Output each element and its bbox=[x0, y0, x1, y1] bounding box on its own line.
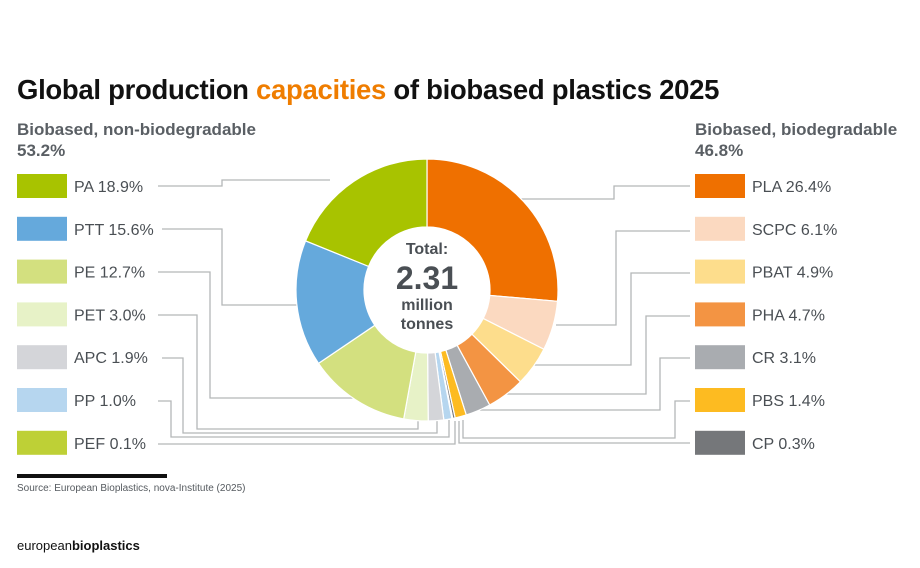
leader-line-pp bbox=[158, 400, 450, 438]
legend-label: PLA 26.4% bbox=[752, 179, 831, 196]
legend-item-pef: PEF 0.1% bbox=[17, 430, 146, 455]
legend-swatch bbox=[695, 388, 745, 412]
group-name: Biobased, non-biodegradable bbox=[17, 120, 256, 139]
logo-part-2: bioplastics bbox=[71, 538, 140, 553]
group-heading-biodegradable: Biobased, biodegradable 46.8% bbox=[695, 119, 897, 161]
legend-label: PEF 0.1% bbox=[74, 436, 146, 453]
legend-item-pe: PE 12.7% bbox=[17, 259, 145, 284]
european-bioplastics-logo: europeanbioplastics bbox=[17, 538, 140, 553]
legend-label: PBAT 4.9% bbox=[752, 265, 833, 282]
legend-label: PET 3.0% bbox=[74, 307, 146, 324]
leader-line-ptt bbox=[162, 228, 305, 306]
legend-item-pp: PP 1.0% bbox=[17, 388, 136, 412]
title-part-1: Global production bbox=[17, 74, 257, 105]
legend-item-pla: PLA 26.4% bbox=[695, 174, 831, 198]
legend-swatch bbox=[17, 174, 67, 198]
leader-line-cp bbox=[458, 421, 690, 444]
legend-swatch bbox=[17, 345, 67, 370]
legend-swatch bbox=[695, 259, 745, 284]
legend-swatch bbox=[695, 216, 745, 241]
legend-swatch bbox=[695, 345, 745, 370]
legend-swatch bbox=[17, 430, 67, 455]
legend-swatch bbox=[695, 430, 745, 455]
source-divider bbox=[17, 474, 167, 478]
leader-line-pa bbox=[158, 179, 330, 187]
center-unit-1: million bbox=[401, 297, 453, 314]
leader-line-pbs bbox=[462, 400, 690, 439]
source-note: Source: European Bioplastics, nova-Insti… bbox=[17, 483, 246, 494]
group-heading-non-biodegradable: Biobased, non-biodegradable 53.2% bbox=[17, 119, 256, 161]
legend-item-pet: PET 3.0% bbox=[17, 302, 146, 327]
title-accent-word: capacities bbox=[256, 74, 387, 105]
legend-label: PE 12.7% bbox=[74, 265, 145, 282]
legend-label: APC 1.9% bbox=[74, 350, 148, 367]
group-share: 46.8% bbox=[695, 141, 744, 160]
legend-item-cp: CP 0.3% bbox=[695, 430, 815, 455]
legend-label: PA 18.9% bbox=[74, 179, 143, 196]
legend-label: PTT 15.6% bbox=[74, 222, 154, 239]
slice-pla bbox=[426, 158, 559, 302]
legend-swatch bbox=[17, 259, 67, 284]
leader-line-scpc bbox=[556, 230, 690, 326]
center-total-value: 2.31 bbox=[396, 260, 458, 296]
leader-line-apc bbox=[162, 357, 438, 434]
legend-label: PBS 1.4% bbox=[752, 393, 825, 410]
center-label: Total: 2.31 million tonnes bbox=[396, 241, 458, 333]
leader-lines bbox=[158, 179, 690, 445]
chart-title: Global production capacities of biobased… bbox=[17, 74, 719, 106]
legend-label: CP 0.3% bbox=[752, 436, 815, 453]
legend-item-pha: PHA 4.7% bbox=[695, 302, 825, 327]
legend-label: PP 1.0% bbox=[74, 393, 136, 410]
legend-item-apc: APC 1.9% bbox=[17, 345, 148, 370]
legend-label: SCPC 6.1% bbox=[752, 222, 837, 239]
legend-swatch bbox=[695, 302, 745, 327]
leader-line-pbat bbox=[533, 272, 690, 366]
group-share: 53.2% bbox=[17, 141, 66, 160]
legend-swatch bbox=[17, 302, 67, 327]
legend-item-cr: CR 3.1% bbox=[695, 345, 816, 370]
donut-slices bbox=[295, 158, 559, 422]
legend-item-scpc: SCPC 6.1% bbox=[695, 216, 837, 241]
legend-item-ptt: PTT 15.6% bbox=[17, 216, 154, 241]
legend-label: PHA 4.7% bbox=[752, 307, 825, 324]
group-name: Biobased, biodegradable bbox=[695, 120, 898, 139]
legend-item-pbat: PBAT 4.9% bbox=[695, 259, 833, 284]
legend-label: CR 3.1% bbox=[752, 350, 816, 367]
leader-line-pla bbox=[520, 185, 690, 200]
leader-line-pef bbox=[158, 421, 456, 445]
legend-swatch bbox=[17, 388, 67, 412]
legend-item-pbs: PBS 1.4% bbox=[695, 388, 825, 412]
leader-line-pe bbox=[158, 271, 353, 399]
title-part-3: of biobased plastics 2025 bbox=[386, 74, 720, 105]
legend-swatch bbox=[17, 216, 67, 241]
slice-pa bbox=[304, 158, 428, 268]
leader-line-pet bbox=[158, 314, 419, 430]
legend-item-pa: PA 18.9% bbox=[17, 174, 143, 198]
logo-part-1: european bbox=[17, 538, 72, 553]
center-unit-2: tonnes bbox=[401, 316, 454, 333]
leader-line-cr bbox=[480, 357, 690, 411]
center-total-label: Total: bbox=[406, 241, 448, 258]
leader-line-pha bbox=[505, 315, 690, 395]
legend: PA 18.9% PTT 15.6% PE 12.7% PET 3.0% APC 1.9… bbox=[17, 174, 837, 455]
legend-swatch bbox=[695, 174, 745, 198]
